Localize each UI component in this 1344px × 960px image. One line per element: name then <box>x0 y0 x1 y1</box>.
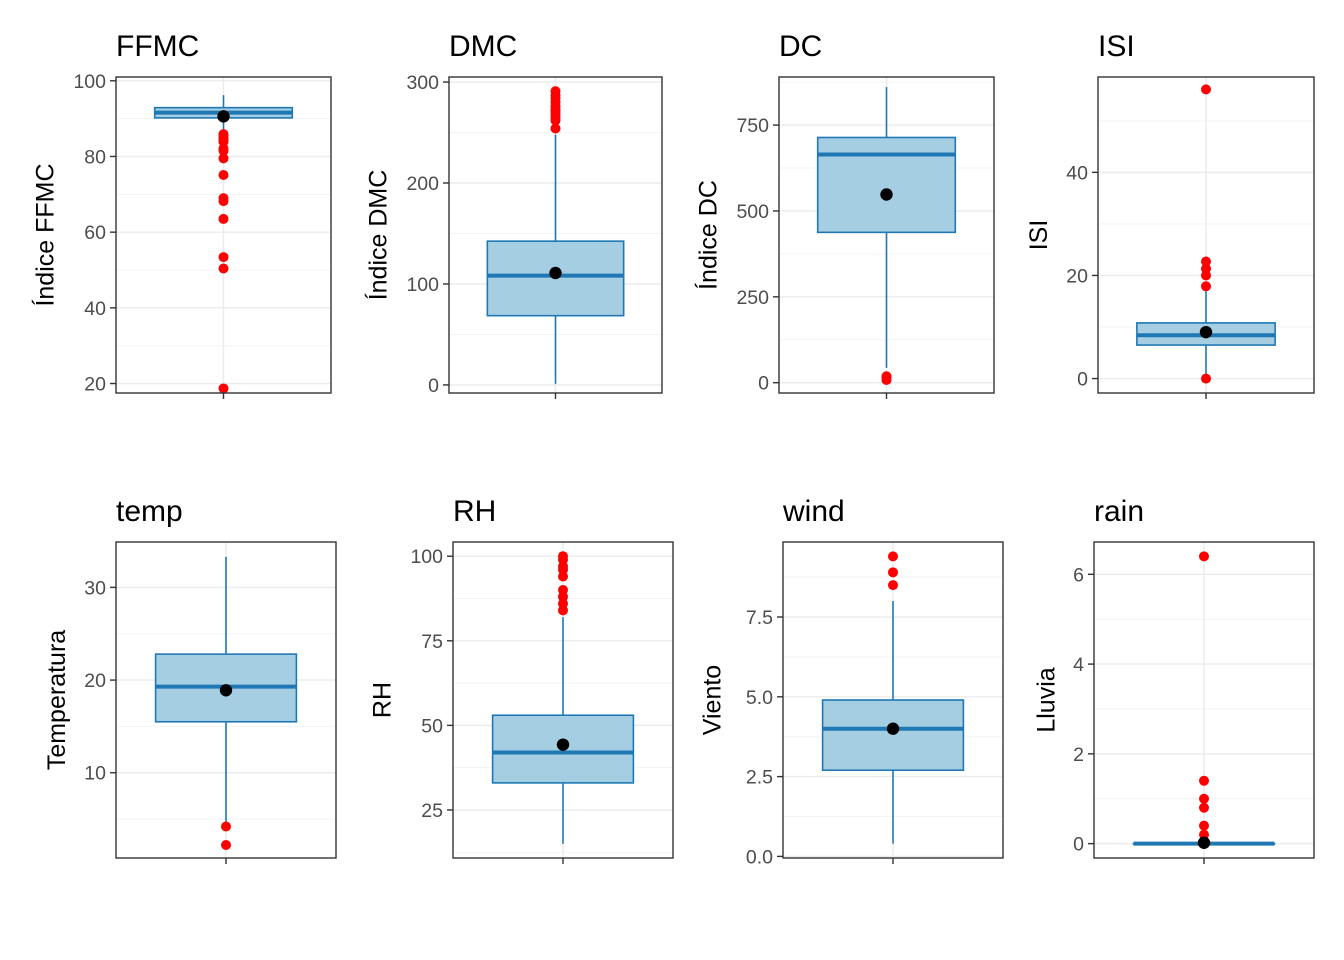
chart-panel-dc: 0 250 500 750 DC Índice DC <box>694 30 995 399</box>
y-tick-label: 4 <box>1073 654 1084 676</box>
y-tick-label: 75 <box>421 631 443 653</box>
mean-point <box>886 722 900 735</box>
y-axis-title: RH <box>369 682 397 718</box>
y-tick-label: 250 <box>736 287 769 309</box>
outlier-point <box>218 263 229 274</box>
outlier-point <box>218 213 229 224</box>
outlier-point <box>1201 256 1211 267</box>
y-tick-label: 0.0 <box>746 846 773 868</box>
y-axis-title: Índice DMC <box>364 170 393 301</box>
y-tick-label: 0 <box>758 373 769 395</box>
y-tick-label: 0 <box>1077 369 1088 391</box>
mean-point <box>217 110 230 123</box>
mean-point <box>1197 836 1211 849</box>
y-tick-label: 300 <box>406 72 439 94</box>
y-axis-title: Viento <box>699 665 727 735</box>
outlier-point <box>218 145 229 156</box>
outlier-point <box>558 551 568 562</box>
outlier-point <box>550 86 561 97</box>
panel-title: temp <box>116 495 183 528</box>
y-tick-label: 20 <box>1066 265 1088 287</box>
y-tick-label: 40 <box>84 298 106 320</box>
y-tick-label: 5.0 <box>746 687 773 709</box>
outlier-point <box>888 551 898 562</box>
y-tick-label: 40 <box>1066 162 1088 184</box>
y-tick-label: 0 <box>428 375 439 397</box>
panel-title: rain <box>1094 495 1144 528</box>
y-tick-label: 200 <box>406 173 439 195</box>
y-tick-label: 7.5 <box>746 607 773 629</box>
y-tick-label: 60 <box>84 222 106 244</box>
y-axis-title: ISI <box>1025 220 1053 251</box>
panel-title: ISI <box>1098 30 1135 63</box>
outlier-point <box>881 371 892 382</box>
outlier-point <box>1199 793 1209 804</box>
outlier-point <box>221 821 231 832</box>
chart-panel-rain: 0 2 4 6 rain Lluvia <box>1033 495 1315 864</box>
chart-panel-dmc: 0 100 200 300 DMC Índice DMC <box>364 30 663 399</box>
outlier-point <box>1199 775 1209 786</box>
y-tick-label: 20 <box>84 374 106 396</box>
outlier-point <box>1199 551 1209 562</box>
outlier-point <box>218 170 229 181</box>
panel-title: RH <box>453 495 496 528</box>
panel-title: DMC <box>449 30 517 63</box>
iqr-box <box>816 136 957 234</box>
y-axis-title: Índice FFMC <box>31 163 60 306</box>
y-tick-label: 100 <box>406 274 439 296</box>
outlier-point <box>1199 802 1209 813</box>
y-tick-label: 80 <box>84 146 106 168</box>
chart-panel-isi: 0 20 40 ISI ISI <box>1025 30 1315 399</box>
y-tick-label: 0 <box>1073 834 1084 856</box>
mean-point <box>549 266 562 280</box>
outlier-point <box>218 383 229 394</box>
chart-panel-wind: 0.0 2.5 5.0 7.5 wind Viento <box>699 495 1004 868</box>
y-tick-label: 100 <box>73 71 106 93</box>
y-axis-title: Lluvia <box>1033 667 1061 732</box>
iqr-box <box>821 699 965 772</box>
outlier-point <box>888 567 898 578</box>
y-tick-label: 2 <box>1073 744 1084 766</box>
chart-panel-ffmc: 20 40 60 80 100 FFMC Índice FFMC <box>31 30 332 399</box>
y-tick-label: 2.5 <box>746 767 773 789</box>
chart-panel-temp: 10 20 30 temp Temperatura <box>43 495 337 864</box>
y-tick-label: 6 <box>1073 564 1084 586</box>
outlier-point <box>1199 820 1209 831</box>
mean-point <box>1199 325 1213 339</box>
panel-title: DC <box>779 30 822 63</box>
y-tick-label: 30 <box>84 577 106 599</box>
mean-point <box>556 738 570 751</box>
y-tick-label: 750 <box>736 115 769 137</box>
panel-title: wind <box>782 495 845 528</box>
y-axis-title: Temperatura <box>43 630 71 770</box>
outlier-point <box>1201 263 1211 274</box>
chart-panel-rh: 25 50 75 100 RH RH <box>369 495 674 864</box>
mean-point <box>219 684 233 697</box>
panel-title: FFMC <box>116 30 199 63</box>
y-tick-label: 100 <box>410 546 443 568</box>
y-axis-title: Índice DC <box>694 180 723 290</box>
outlier-point <box>218 196 229 207</box>
y-tick-label: 10 <box>84 763 106 785</box>
outlier-point <box>888 580 898 591</box>
outlier-point <box>221 840 231 851</box>
outlier-point <box>550 123 561 134</box>
outlier-point <box>1201 373 1211 384</box>
outlier-point <box>1201 281 1211 292</box>
outlier-point <box>558 585 568 596</box>
y-tick-label: 50 <box>421 715 443 737</box>
outlier-point <box>218 252 229 263</box>
y-tick-label: 25 <box>421 800 443 822</box>
y-tick-label: 500 <box>736 201 769 223</box>
outlier-point <box>1201 84 1211 95</box>
y-tick-label: 20 <box>84 670 106 692</box>
outlier-point <box>218 153 229 164</box>
mean-point <box>880 188 893 201</box>
